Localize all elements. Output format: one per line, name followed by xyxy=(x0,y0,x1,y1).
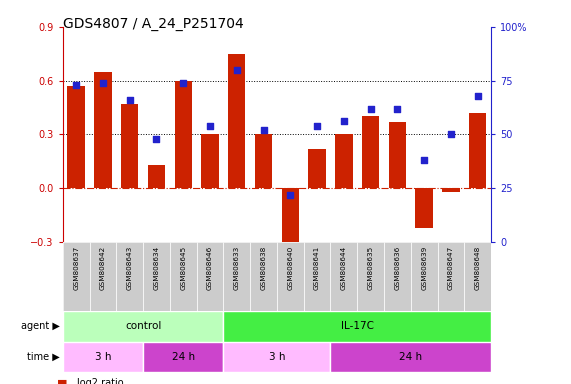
Point xyxy=(98,80,107,86)
Bar xyxy=(304,242,331,311)
Text: GSM808634: GSM808634 xyxy=(154,245,159,290)
Text: 24 h: 24 h xyxy=(399,352,423,362)
Bar xyxy=(63,242,90,311)
Point xyxy=(366,106,375,112)
Point xyxy=(259,127,268,133)
Point xyxy=(125,97,134,103)
Point xyxy=(152,136,161,142)
Bar xyxy=(442,188,460,192)
Point xyxy=(473,93,482,99)
Text: GSM808644: GSM808644 xyxy=(341,245,347,290)
Bar xyxy=(250,242,277,311)
Bar xyxy=(63,342,143,372)
Text: GSM808637: GSM808637 xyxy=(73,245,79,290)
Bar xyxy=(335,134,352,188)
Point xyxy=(420,157,429,163)
Bar xyxy=(175,81,192,188)
Bar xyxy=(437,242,464,311)
Bar xyxy=(362,116,379,188)
Text: GSM808636: GSM808636 xyxy=(395,245,400,290)
Text: GSM808643: GSM808643 xyxy=(127,245,132,290)
Bar xyxy=(464,242,491,311)
Text: control: control xyxy=(125,321,161,331)
Bar xyxy=(223,242,250,311)
Point xyxy=(312,123,321,129)
Text: log2 ratio: log2 ratio xyxy=(77,378,124,384)
Bar xyxy=(282,188,299,260)
Point xyxy=(447,131,456,137)
Bar xyxy=(143,342,223,372)
Text: IL-17C: IL-17C xyxy=(341,321,374,331)
Text: GSM808647: GSM808647 xyxy=(448,245,454,290)
Point xyxy=(339,118,348,124)
Bar xyxy=(308,149,326,188)
Point xyxy=(206,123,215,129)
Bar xyxy=(202,134,219,188)
Bar xyxy=(331,342,491,372)
Text: GDS4807 / A_24_P251704: GDS4807 / A_24_P251704 xyxy=(63,17,244,31)
Text: GSM808645: GSM808645 xyxy=(180,245,186,290)
Text: GSM808633: GSM808633 xyxy=(234,245,240,290)
Bar xyxy=(196,242,223,311)
Text: time ▶: time ▶ xyxy=(27,352,60,362)
Bar xyxy=(90,242,116,311)
Text: GSM808641: GSM808641 xyxy=(314,245,320,290)
Point xyxy=(286,192,295,198)
Bar xyxy=(223,342,331,372)
Bar xyxy=(143,242,170,311)
Text: GSM808639: GSM808639 xyxy=(421,245,427,290)
Bar xyxy=(148,165,165,188)
Bar xyxy=(121,104,138,188)
Text: agent ▶: agent ▶ xyxy=(21,321,60,331)
Point xyxy=(232,67,242,73)
Text: 3 h: 3 h xyxy=(95,352,111,362)
Text: ■: ■ xyxy=(57,378,67,384)
Bar xyxy=(116,242,143,311)
Bar xyxy=(277,242,304,311)
Text: GSM808635: GSM808635 xyxy=(368,245,373,290)
Bar xyxy=(469,113,486,188)
Bar xyxy=(331,242,357,311)
Bar xyxy=(67,86,85,188)
Point xyxy=(71,82,81,88)
Bar xyxy=(384,242,411,311)
Text: 24 h: 24 h xyxy=(172,352,195,362)
Bar xyxy=(223,311,491,342)
Bar xyxy=(389,122,406,188)
Bar xyxy=(228,54,246,188)
Point xyxy=(179,80,188,86)
Bar xyxy=(255,134,272,188)
Text: GSM808648: GSM808648 xyxy=(475,245,481,290)
Bar xyxy=(63,311,223,342)
Text: 3 h: 3 h xyxy=(269,352,285,362)
Bar xyxy=(411,242,437,311)
Point xyxy=(393,106,402,112)
Text: GSM808640: GSM808640 xyxy=(287,245,293,290)
Text: GSM808638: GSM808638 xyxy=(260,245,267,290)
Bar xyxy=(416,188,433,228)
Bar xyxy=(357,242,384,311)
Bar xyxy=(170,242,196,311)
Text: GSM808646: GSM808646 xyxy=(207,245,213,290)
Bar xyxy=(94,72,112,188)
Text: GSM808642: GSM808642 xyxy=(100,245,106,290)
